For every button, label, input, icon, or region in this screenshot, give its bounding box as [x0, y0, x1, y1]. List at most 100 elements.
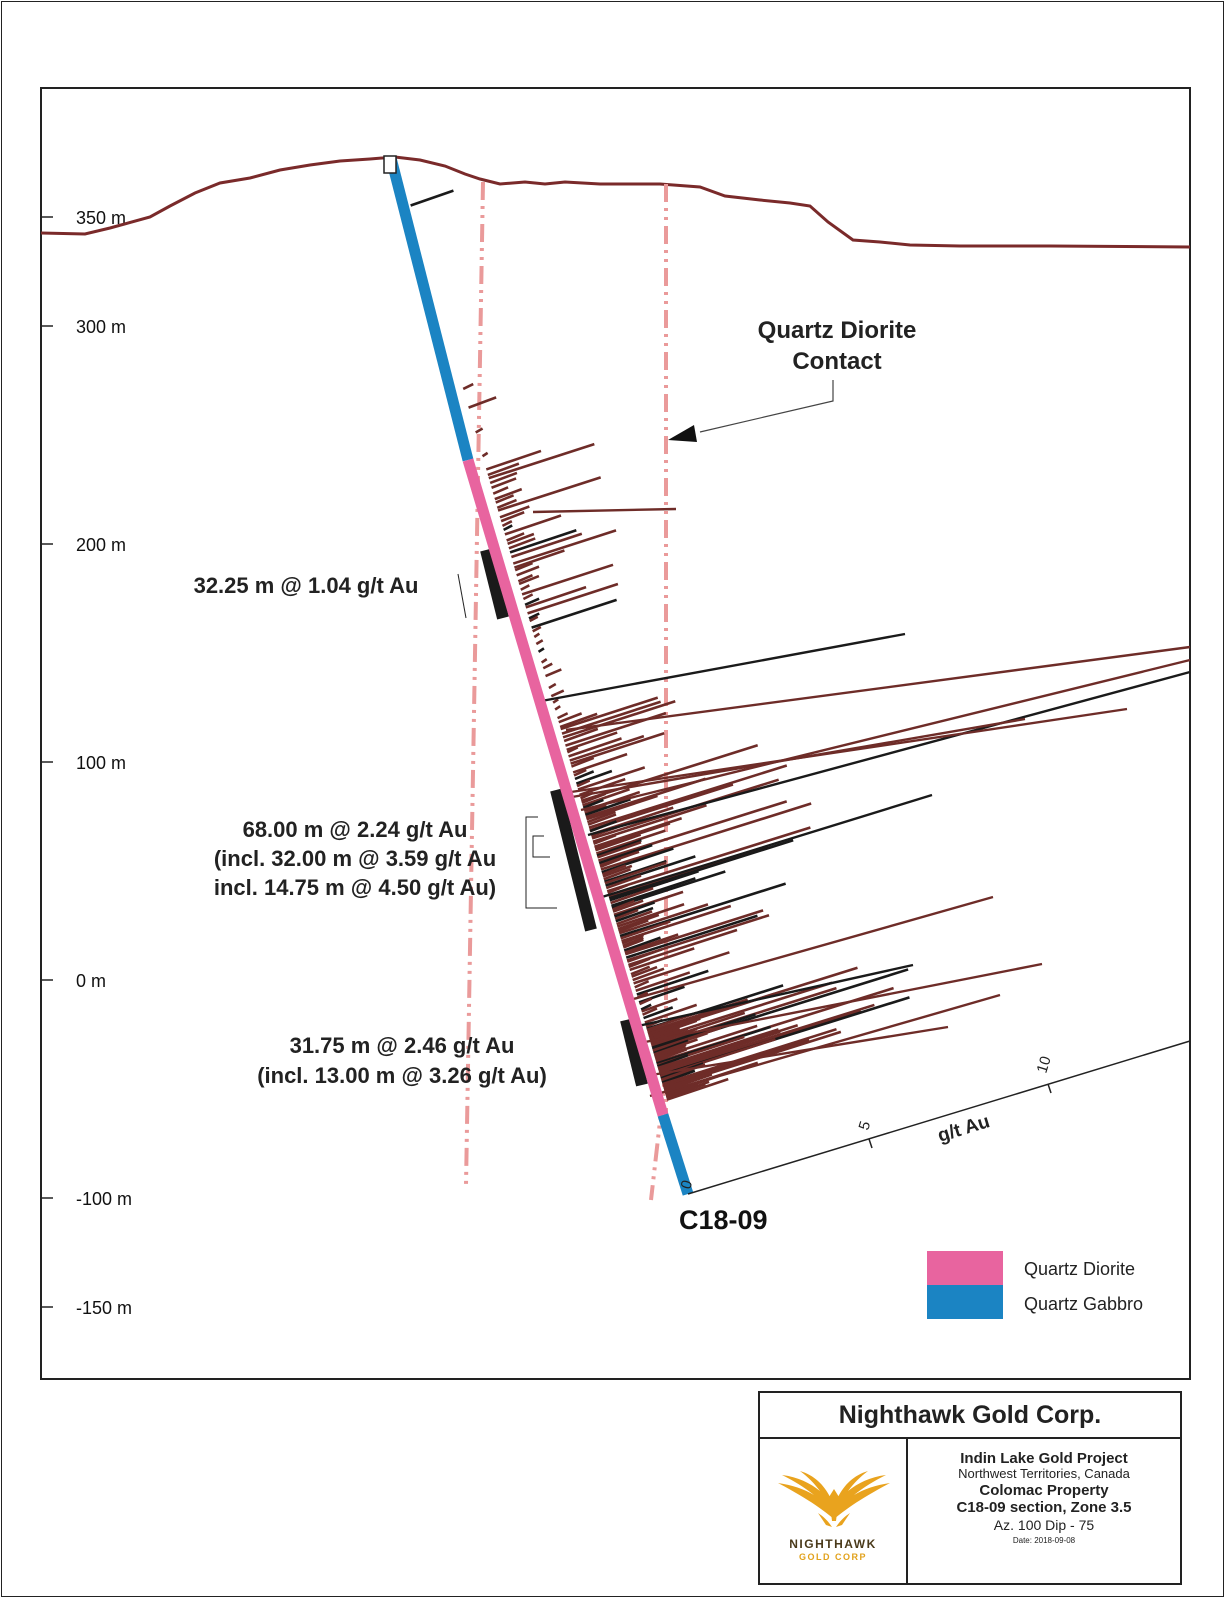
assay-bar — [602, 864, 633, 878]
assay-bar — [624, 909, 764, 956]
assay-bar — [488, 442, 595, 480]
assay-bar — [632, 967, 665, 982]
contact-callout-arrowhead — [668, 425, 697, 442]
assay-bar — [501, 520, 513, 528]
elevation-axis: 350 m 300 m 200 m 100 m 0 m -100 m -150 m — [41, 208, 132, 1318]
grade-scale-baseline — [687, 1040, 1191, 1195]
collar-marker — [383, 155, 397, 174]
assay-bar — [588, 764, 788, 829]
assay-bar-high-grade — [601, 793, 933, 899]
elevation-tick-label: 100 m — [76, 753, 126, 773]
assay-bar — [548, 682, 557, 690]
interval-label-2b: (incl. 32.00 m @ 3.59 g/t Au — [214, 846, 496, 871]
assay-bar — [610, 877, 696, 908]
assay-bar — [607, 883, 629, 895]
interval-label-2a: 68.00 m @ 2.24 g/t Au — [243, 817, 468, 842]
contact-callout-line1: Quartz Diorite — [758, 317, 917, 344]
assay-bar — [614, 908, 639, 921]
assay-bar — [612, 899, 644, 913]
grade-scale-tick-10 — [1047, 1083, 1052, 1094]
assay-bar — [566, 731, 618, 752]
assay-bar — [500, 511, 525, 523]
assay-bar — [562, 700, 676, 739]
assay-bar — [595, 829, 666, 855]
logo-subtitle: GOLD CORP — [798, 1552, 867, 1562]
assay-bar — [560, 696, 659, 731]
assay-bar — [587, 813, 617, 826]
assay-bar — [516, 565, 540, 577]
contact-callout-line2: Contact — [792, 348, 881, 375]
assay-bar — [623, 936, 661, 952]
assay-bar — [657, 1028, 779, 1070]
assay-bar — [630, 965, 651, 976]
assay-bar — [628, 957, 651, 969]
legend-label-quartz-diorite: Quartz Diorite — [1024, 1259, 1135, 1279]
assay-bar — [584, 797, 631, 817]
interval-label-1: 32.25 m @ 1.04 g/t Au — [194, 573, 419, 598]
assay-bar-high-grade — [571, 717, 1026, 799]
assay-bar — [665, 1082, 699, 1097]
assay-bar — [577, 766, 646, 791]
assay-bar — [520, 584, 530, 591]
assay-bar — [656, 1025, 771, 1065]
legend-label-quartz-gabbro: Quartz Gabbro — [1024, 1294, 1143, 1314]
assay-bar — [663, 1073, 713, 1092]
elevation-tick-label: 350 m — [76, 208, 126, 228]
assay-bar — [598, 800, 788, 862]
assay-bar — [573, 768, 587, 777]
assay-bar — [666, 1077, 729, 1101]
assay-bar — [462, 382, 474, 391]
interval-label-3b: (incl. 13.00 m @ 3.26 g/t Au) — [257, 1063, 547, 1088]
elevation-tick-label: -150 m — [76, 1298, 132, 1318]
assay-bar — [557, 712, 569, 720]
assay-bar — [661, 1068, 694, 1083]
assay-bar — [605, 874, 642, 890]
assay-bar — [535, 639, 544, 646]
assay-bar — [604, 859, 667, 884]
assay-bar — [648, 1019, 698, 1039]
company-name: Nighthawk Gold Corp. — [760, 1393, 1180, 1439]
assay-bar — [529, 615, 539, 623]
assay-bar — [593, 833, 617, 845]
project-region: Northwest Territories, Canada — [958, 1466, 1130, 1482]
assay-bar — [663, 1074, 702, 1091]
assay-bar — [491, 477, 517, 489]
assay-bar — [521, 563, 614, 596]
assay-bar — [653, 1038, 698, 1056]
assay-bar — [527, 582, 619, 615]
assay-bar — [533, 632, 541, 639]
assay-bar — [601, 847, 674, 874]
assay-bar — [636, 969, 709, 996]
assay-bar — [517, 574, 533, 583]
assay-bar — [468, 396, 497, 409]
contact-line-hole — [649, 1059, 669, 1201]
assay-bar — [615, 906, 654, 923]
assay-bar — [614, 901, 656, 918]
assay-bar — [605, 855, 696, 887]
assay-bar — [566, 746, 579, 754]
grade-scale-label-5: 5 — [856, 1119, 875, 1132]
assay-bar — [603, 868, 632, 881]
interval-bracket-2 — [525, 816, 557, 909]
project-name: Indin Lake Gold Project — [960, 1450, 1128, 1467]
assay-bar — [586, 794, 658, 821]
assay-bar — [655, 1048, 688, 1062]
assay-bar — [589, 820, 617, 833]
assay-bar — [600, 802, 812, 871]
assay-bar — [666, 1082, 706, 1100]
assay-bar — [531, 598, 618, 629]
assay-bar — [514, 561, 534, 572]
drill-hole-diorite — [462, 458, 669, 1117]
assay-bar — [619, 882, 787, 938]
assay-bar — [584, 803, 607, 815]
legend-swatch-quartz-diorite — [927, 1251, 1003, 1285]
assay-bar — [626, 948, 663, 963]
assay-bar — [503, 524, 513, 532]
assay-bar — [582, 798, 604, 810]
assay-bar — [618, 919, 649, 933]
assay-bar — [609, 870, 699, 902]
assay-bar — [658, 1030, 781, 1072]
assay-bar-high-grade — [565, 645, 1191, 732]
assay-bar — [550, 689, 565, 698]
logo-wordmark: NIGHTHAWK — [789, 1537, 877, 1551]
